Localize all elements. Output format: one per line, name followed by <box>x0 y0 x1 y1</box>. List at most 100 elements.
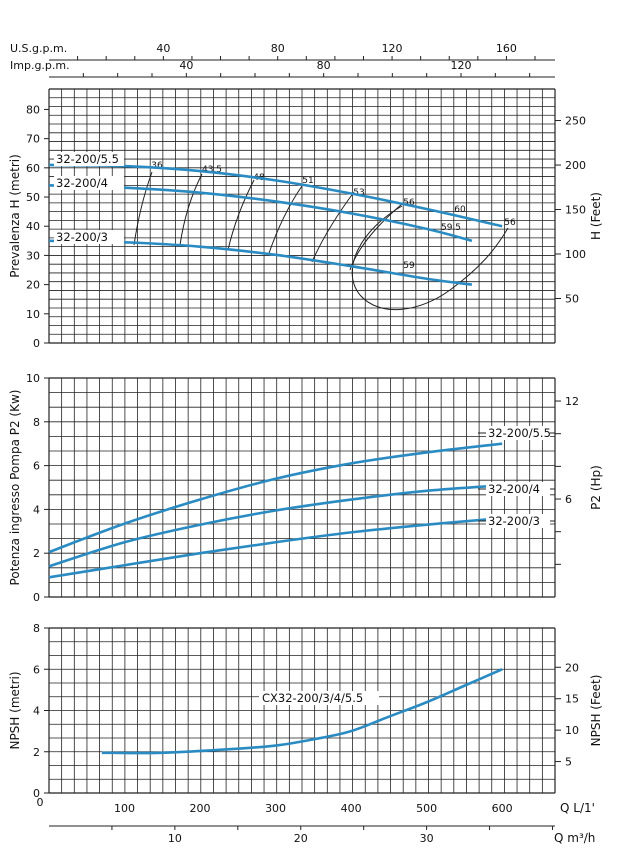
x-axis2-tick-label: 30 <box>420 832 434 845</box>
y-tick-label: 8 <box>33 622 40 635</box>
efficiency-label: 53 <box>353 188 364 198</box>
x-tick-label: 0 <box>37 796 44 809</box>
top-axis-tick-label: 120 <box>382 42 403 55</box>
series-label-bg <box>486 426 550 440</box>
y-tick-label: 4 <box>33 503 40 516</box>
y-axis-label: Prevalenza H (metri) <box>8 154 22 278</box>
y-tick-right-label: 12 <box>565 395 579 408</box>
series-label: 32-200/4 <box>488 482 540 496</box>
series-label-bg <box>54 230 124 244</box>
y-tick-right-label: 15 <box>565 693 579 706</box>
x-tick-label: 500 <box>416 802 437 815</box>
y-tick-label: 70 <box>26 133 40 146</box>
y-tick-right-label: 10 <box>565 724 579 737</box>
series-label: 32-200/5.5 <box>488 426 551 440</box>
series-line-32-200-3 <box>48 516 503 579</box>
x-tick-label: 300 <box>265 802 286 815</box>
series-label: CX32-200/3/4/5.5 <box>262 691 363 705</box>
y-tick-label: 10 <box>26 372 40 385</box>
y-tick-label: 0 <box>33 337 40 350</box>
top-axis-tick-label: 80 <box>317 59 331 72</box>
series-line-32-200-4 <box>48 484 503 568</box>
series-label: 32-200/5.5 <box>56 152 119 166</box>
x-tick-label: 100 <box>114 802 135 815</box>
x-tick-label: 400 <box>341 802 362 815</box>
top-axis-tick-label: 40 <box>179 59 193 72</box>
efficiency-label: 59 <box>403 261 415 271</box>
top-axis-label: Imp.g.p.m. <box>10 59 70 72</box>
top-axis-2: 40 80 120 Imp.g.p.m. <box>10 59 555 78</box>
y-tick-right-label: 20 <box>565 661 579 674</box>
y-axis-label-right: NPSH (Feet) <box>589 675 603 747</box>
top-axis-tick-label: 160 <box>496 42 517 55</box>
y-tick-label: 10 <box>26 308 40 321</box>
series-label-bg <box>54 152 124 166</box>
y-tick-label: 30 <box>26 249 40 262</box>
y-tick-label: 50 <box>26 191 40 204</box>
top-axis-tick-label: 80 <box>271 42 285 55</box>
efficiency-line <box>267 185 303 257</box>
x-axis2-tick-label: 20 <box>294 832 308 845</box>
y-tick-label: 6 <box>33 460 40 473</box>
series-label-bg <box>54 176 124 190</box>
y-tick-label: 60 <box>26 162 40 175</box>
y-tick-label: 0 <box>33 591 40 604</box>
top-axis-tick-label: 120 <box>450 59 471 72</box>
series-label-bg <box>486 482 550 496</box>
efficiency-loop <box>351 205 509 311</box>
top-axis-1: 40 80 120 160 U.S.g.p.m. <box>10 42 555 61</box>
y-tick-right-label: 6 <box>565 493 572 506</box>
efficiency-line <box>311 191 355 263</box>
series-label-bg <box>486 514 550 528</box>
y-tick-right-label: 250 <box>565 115 586 128</box>
efficiency-label: 51 <box>302 176 313 186</box>
top-axis-label: U.S.g.p.m. <box>10 42 67 55</box>
y-tick-label: 80 <box>26 103 40 116</box>
y-tick-right-label: 5 <box>565 756 572 769</box>
series-label: 32-200/3 <box>488 514 540 528</box>
y-tick-label: 6 <box>33 663 40 676</box>
y-axis-label: Potenza ingresso Pompa P2 (Kw) <box>8 390 22 586</box>
efficiency-line <box>133 171 153 246</box>
y-tick-label: 40 <box>26 220 40 233</box>
efficiency-label: 56 <box>504 218 516 228</box>
series-line-32-200-4 <box>48 184 473 243</box>
x-axis2-label: Q m³/h <box>554 831 595 845</box>
series-line-32-200-3 <box>48 239 473 286</box>
top-axis-tick-label: 40 <box>156 42 170 55</box>
panel-2-grid: 0 2 4 6 8 10 Potenza ingresso Pompa P2 (Kw) P2 … <box>8 372 603 604</box>
panel-1-grid: 0 10 20 30 40 50 60 70 80 Prevalenza H (metri) H (… <box>8 88 603 350</box>
y-tick-label: 8 <box>33 416 40 429</box>
efficiency-label: 60 <box>454 205 466 215</box>
y-axis-label: NPSH (metri) <box>8 671 22 749</box>
panel-3-grid: 0 2 4 6 8 NPSH (metri) NPSH (Feet) <box>8 622 603 800</box>
y-tick-label: 20 <box>26 279 40 292</box>
y-tick-label: 0 <box>33 787 40 800</box>
y-tick-label: 2 <box>33 547 40 560</box>
y-tick-right-label: 50 <box>565 293 579 306</box>
series-label-bg <box>259 691 379 705</box>
series-label: 32-200/3 <box>56 230 108 244</box>
series-line-32-200-5-5 <box>48 163 503 228</box>
efficiency-line <box>179 173 203 246</box>
y-tick-right-label: 150 <box>565 204 586 217</box>
y-axis-label-right: H (Feet) <box>589 192 603 240</box>
y-tick-label: 4 <box>33 705 40 718</box>
series-line-cx32-200-3-4-5-5 <box>101 668 503 755</box>
y-tick-right-label: 200 <box>565 159 586 172</box>
series-line-32-200-5-5 <box>48 442 503 554</box>
y-tick-label: 2 <box>33 746 40 759</box>
series-label: 32-200/4 <box>56 176 108 190</box>
efficiency-label: 59.5 <box>441 223 461 233</box>
x-axis2-tick-label: 10 <box>168 832 182 845</box>
efficiency-label: 43.5 <box>202 165 222 175</box>
efficiency-label: 56 <box>403 198 415 208</box>
efficiency-line <box>227 179 255 251</box>
x-axis-label: Q L/1' <box>560 801 595 815</box>
y-tick-right-label: 100 <box>565 248 586 261</box>
x-tick-label: 200 <box>190 802 211 815</box>
x-tick-label: 600 <box>492 802 513 815</box>
y-axis-label-right: P2 (Hp) <box>589 465 603 510</box>
